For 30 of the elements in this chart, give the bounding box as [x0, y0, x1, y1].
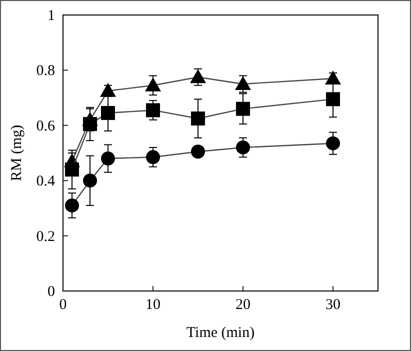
point: [191, 144, 205, 159]
y-tick-label: 0.6: [36, 118, 56, 134]
point: [191, 112, 205, 126]
x-axis-title: Time (min): [186, 325, 255, 341]
point: [65, 198, 79, 212]
point: [326, 136, 340, 150]
x-tick-label: 10: [146, 297, 160, 313]
point: [101, 106, 115, 120]
point: [190, 69, 206, 84]
point: [146, 150, 160, 164]
point: [146, 103, 160, 118]
y-tick-label: 0.4: [36, 174, 56, 190]
point: [236, 102, 250, 116]
point: [65, 162, 79, 177]
y-tick-label: 1: [48, 8, 55, 24]
point: [236, 140, 250, 154]
y-tick-label: 0: [48, 284, 55, 300]
x-tick-label: 20: [236, 297, 250, 313]
x-tick-label: 0: [59, 297, 67, 313]
y-axis-title: RM (mg): [9, 124, 25, 182]
point: [145, 77, 161, 92]
point: [325, 70, 341, 84]
point: [100, 82, 116, 97]
y-tick-label: 0.2: [36, 228, 55, 245]
point: [101, 152, 115, 166]
x-tick-label: 30: [326, 297, 340, 313]
point: [83, 174, 97, 188]
y-tick-label: 0.8: [36, 63, 55, 80]
point: [326, 92, 340, 106]
point: [235, 76, 251, 90]
